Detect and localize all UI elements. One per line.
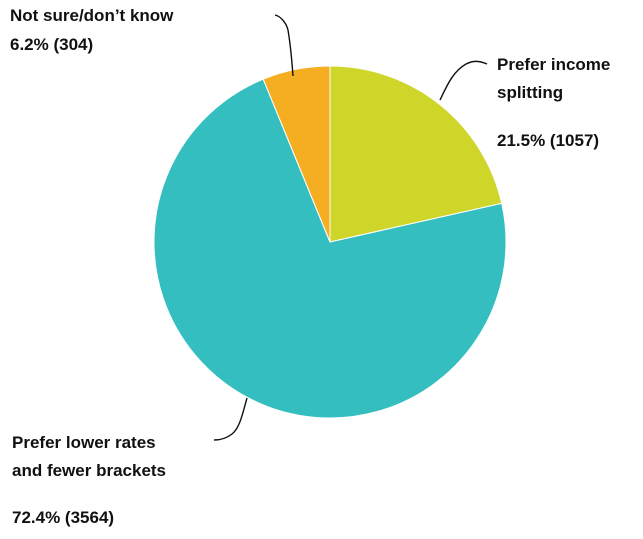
label-lower-rates-line2: and fewer brackets xyxy=(12,461,166,480)
label-lower-rates-line1: Prefer lower rates xyxy=(12,433,156,452)
leader-line-lower-rates xyxy=(213,397,248,441)
pie-slice-not-sure-don-t-know xyxy=(262,65,331,243)
pie-slices xyxy=(153,65,507,419)
pie-slice-prefer-lower-rates-and-fewer-brackets xyxy=(153,78,507,419)
value-not-sure: 6.2% (304) xyxy=(10,35,93,54)
value-income-splitting: 21.5% (1057) xyxy=(497,131,599,150)
label-income-splitting-line1: Prefer income xyxy=(497,55,610,74)
pie-slice-prefer-income-splitting xyxy=(329,65,503,243)
label-income-splitting-line2: splitting xyxy=(497,83,563,102)
value-lower-rates: 72.4% (3564) xyxy=(12,508,114,527)
leader-line-income-splitting xyxy=(439,60,488,101)
leader-line-not-sure xyxy=(274,14,294,77)
label-not-sure: Not sure/don’t know xyxy=(10,6,174,25)
